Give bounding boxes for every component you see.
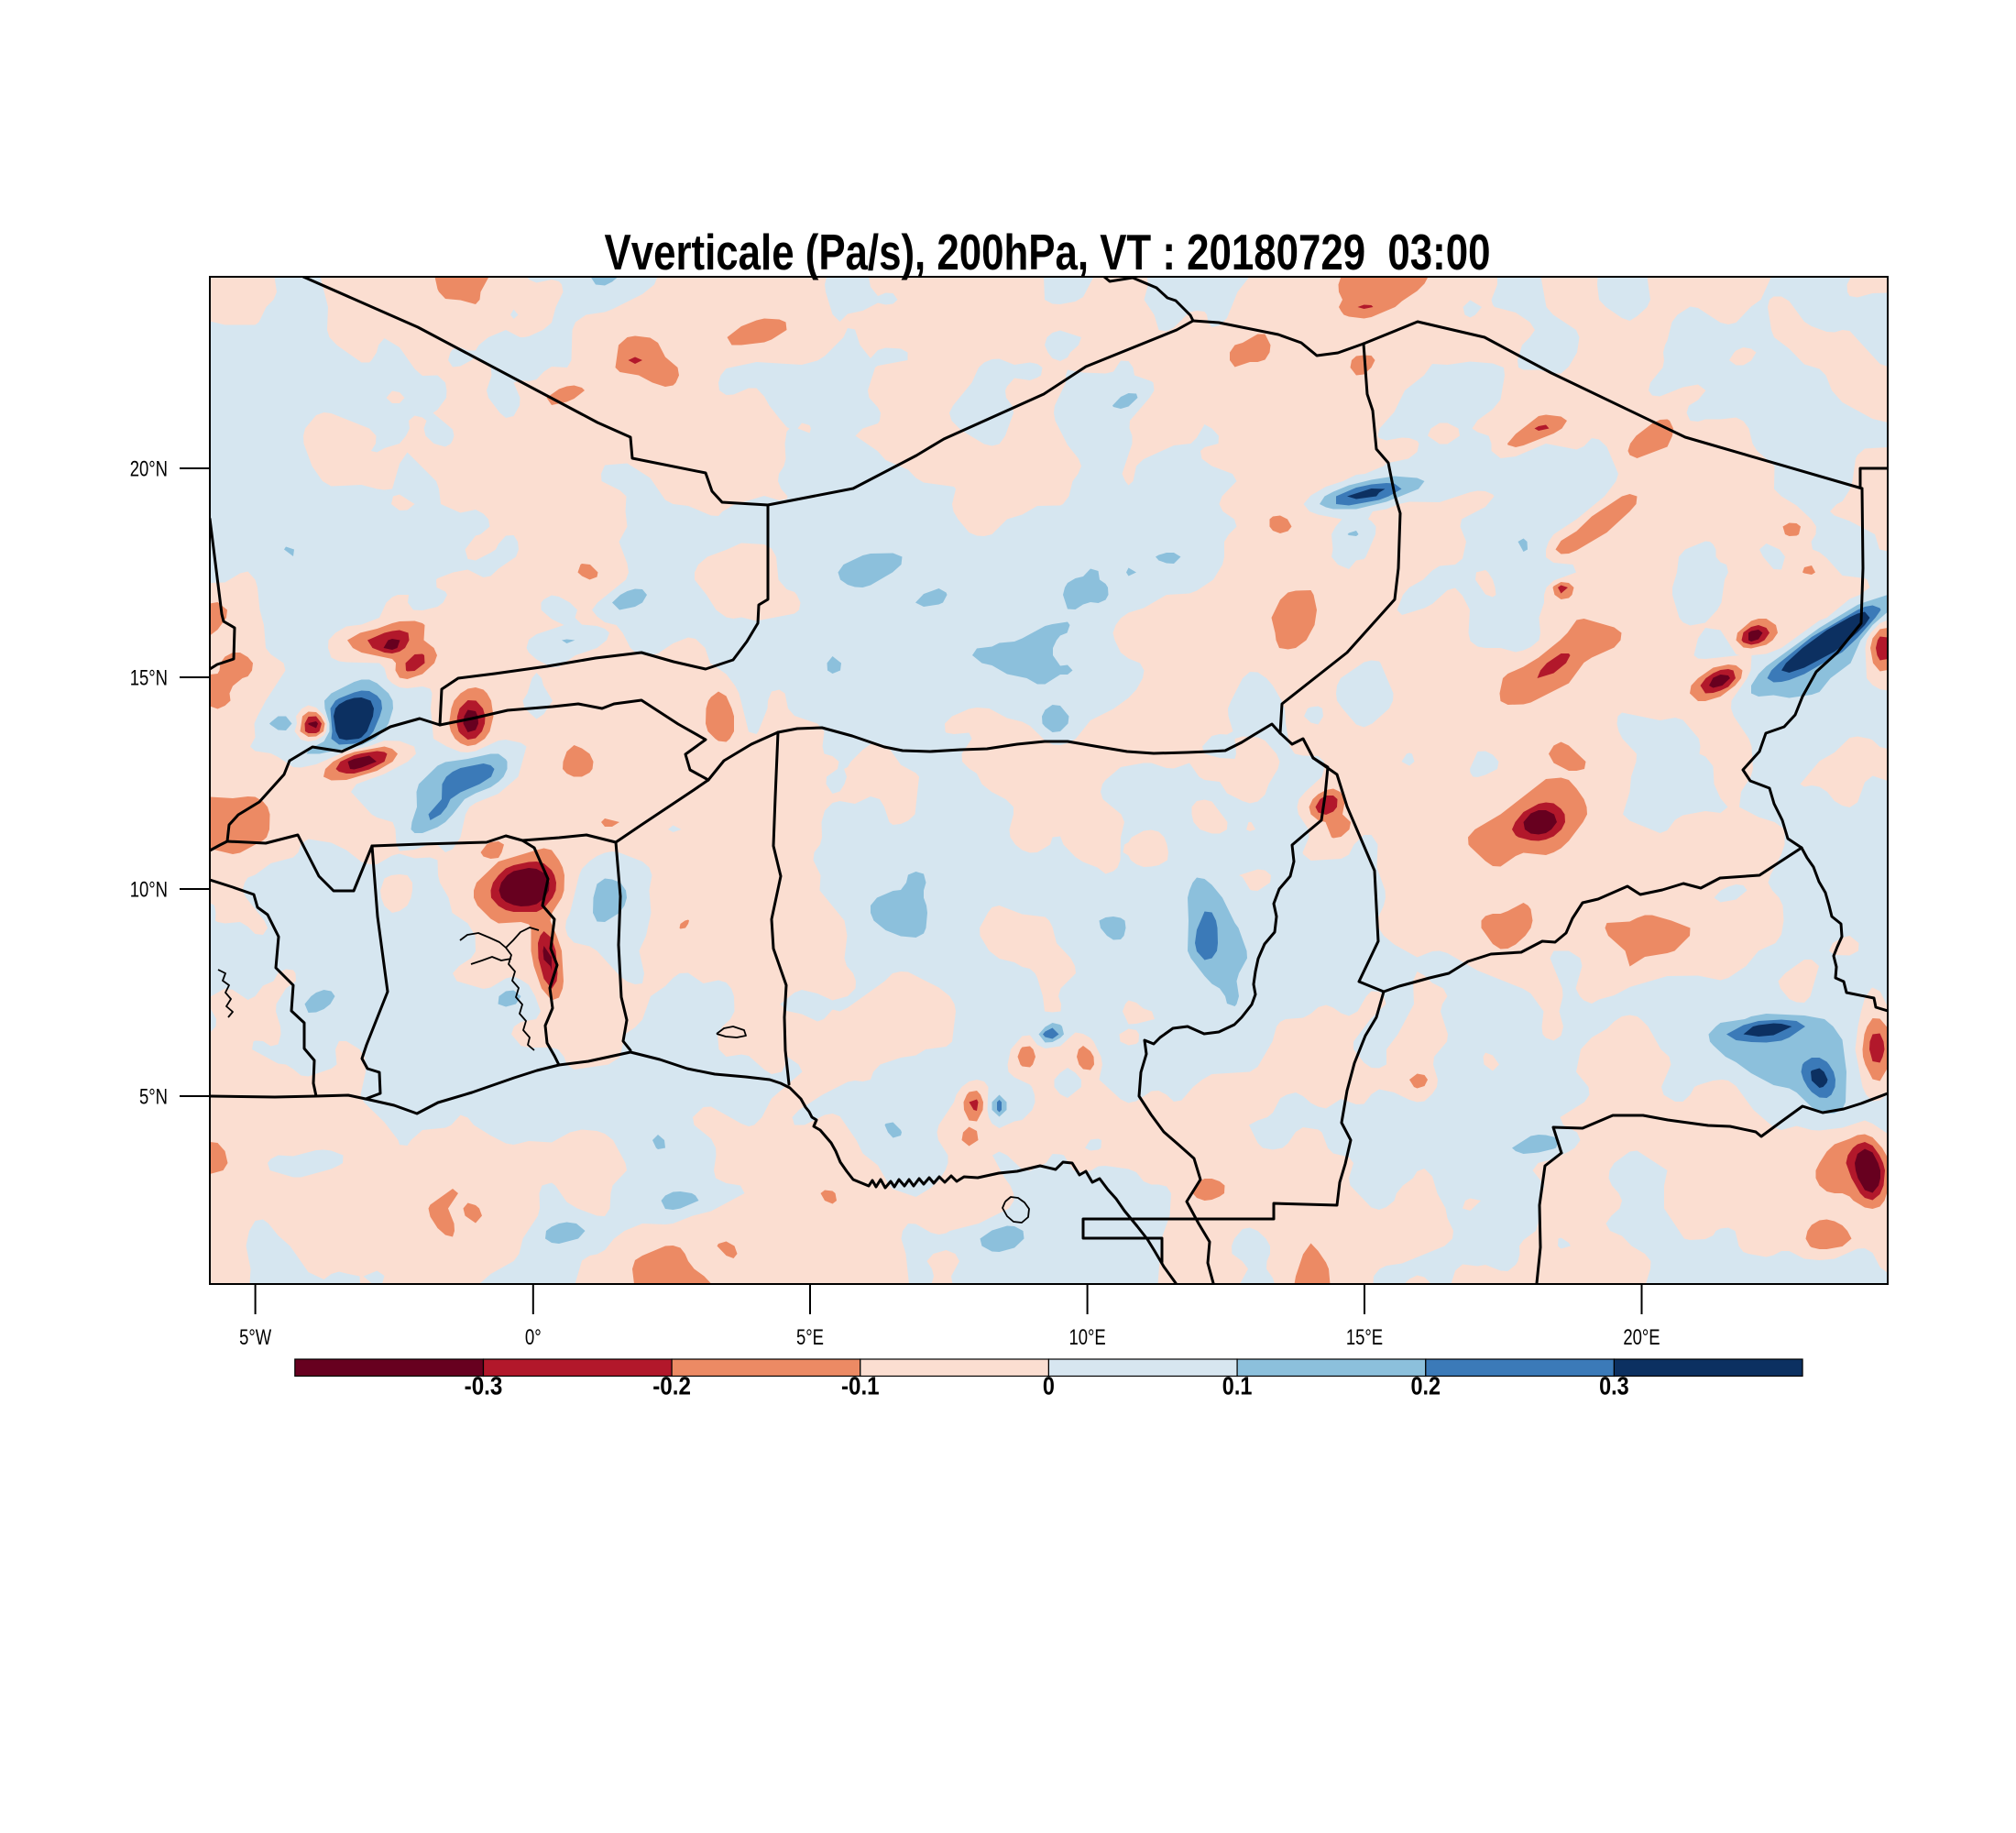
svg-text:5°E: 5°E bbox=[796, 1325, 824, 1350]
svg-text:5°N: 5°N bbox=[139, 1085, 168, 1110]
svg-text:15°E: 15°E bbox=[1346, 1325, 1383, 1350]
svg-text:20°N: 20°N bbox=[130, 457, 168, 482]
svg-text:0.1: 0.1 bbox=[1222, 1372, 1253, 1400]
svg-text:-0.1: -0.1 bbox=[841, 1372, 880, 1400]
svg-text:-0.2: -0.2 bbox=[652, 1372, 691, 1400]
svg-text:0: 0 bbox=[1043, 1372, 1055, 1400]
svg-text:20°E: 20°E bbox=[1623, 1325, 1660, 1350]
svg-text:0.3: 0.3 bbox=[1599, 1372, 1629, 1400]
svg-text:10°N: 10°N bbox=[130, 878, 168, 903]
svg-text:Vverticale (Pa/s), 200hPa, VT: Vverticale (Pa/s), 200hPa, VT : 20180729… bbox=[605, 224, 1491, 280]
svg-text:5°W: 5°W bbox=[239, 1325, 271, 1350]
svg-text:0°: 0° bbox=[525, 1325, 542, 1350]
svg-text:0.2: 0.2 bbox=[1411, 1372, 1441, 1400]
svg-text:10°E: 10°E bbox=[1068, 1325, 1105, 1350]
svg-text:15°N: 15°N bbox=[130, 666, 168, 691]
svg-text:-0.3: -0.3 bbox=[465, 1372, 503, 1400]
